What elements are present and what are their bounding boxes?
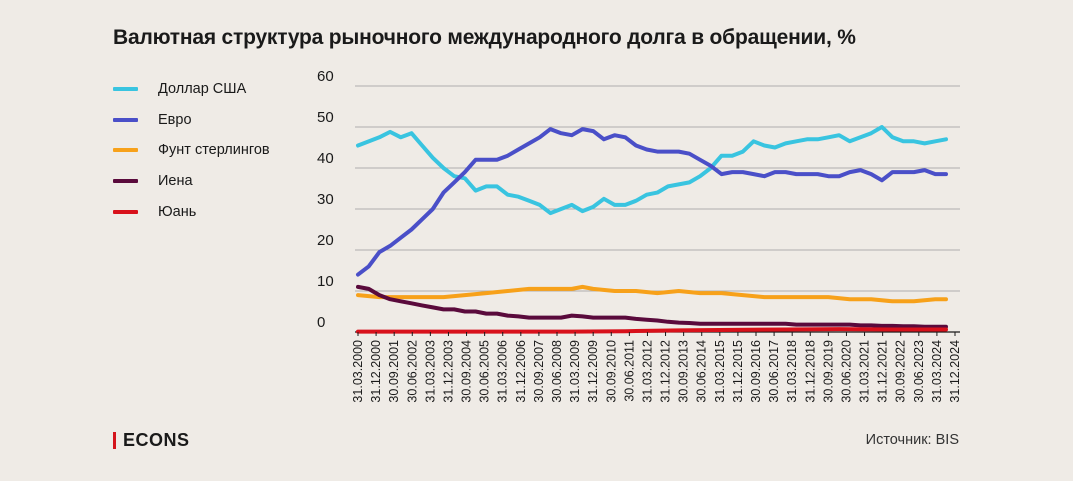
x-tick-label: 31.03.2000 (351, 340, 365, 403)
x-tick-label: 30.09.2019 (821, 340, 835, 403)
x-tick-label: 31.12.2006 (514, 340, 528, 403)
x-tick-label: 31.03.2009 (568, 340, 582, 403)
x-tick-label: 31.12.2000 (369, 340, 383, 403)
legend-item-2: Фунт стерлингов (113, 135, 270, 166)
x-tick-label: 30.06.2008 (550, 340, 564, 403)
x-tick-label: 31.12.2012 (659, 340, 673, 403)
chart-legend: Доллар США Евро Фунт стерлингов Иена Юань (113, 74, 270, 227)
econs-logo: ECONS (113, 430, 190, 451)
x-tick-label: 31.03.2018 (785, 340, 799, 403)
x-tick-label: 31.12.2009 (586, 340, 600, 403)
series-line-3 (356, 284, 948, 329)
x-tick-label: 30.06.2011 (622, 340, 636, 402)
x-tick-label: 30.06.2014 (695, 340, 709, 403)
legend-label: Юань (158, 203, 197, 220)
y-tick-label: 50 (317, 109, 334, 126)
y-tick-label: 30 (317, 191, 334, 208)
legend-item-0: Доллар США (113, 74, 270, 105)
chart-title: Валютная структура рыночного международн… (113, 26, 856, 49)
source-note: Источник: BIS (865, 432, 959, 448)
legend-swatch (113, 209, 138, 214)
y-tick-label: 0 (317, 314, 325, 331)
x-axis-ticks: 31.03.2000 31.12.2000 30.09.2001 30.06.2002… (351, 332, 962, 403)
x-tick-label: 31.12.2018 (803, 340, 817, 403)
x-tick-label: 31.03.2015 (713, 340, 727, 403)
legend-item-4: Юань (113, 196, 270, 227)
x-tick-label: 31.12.2021 (876, 340, 890, 403)
x-tick-label: 30.06.2017 (767, 340, 781, 403)
x-tick-label: 30.09.2001 (387, 340, 401, 403)
logo-text: ECONS (123, 430, 190, 450)
legend-swatch (113, 179, 138, 184)
x-tick-label: 30.09.2013 (677, 340, 691, 403)
x-tick-label: 30.09.2010 (604, 340, 618, 403)
legend-label: Иена (158, 173, 193, 190)
x-tick-label: 30.09.2004 (460, 340, 474, 403)
y-tick-label: 60 (317, 68, 334, 85)
series-line-1 (356, 127, 948, 277)
legend-item-1: Евро (113, 105, 270, 136)
series-lines (356, 125, 948, 334)
x-tick-label: 30.09.2007 (532, 340, 546, 403)
x-tick-label: 31.12.2024 (948, 340, 962, 403)
x-tick-label: 30.09.2016 (749, 340, 763, 403)
legend-label: Доллар США (158, 81, 247, 98)
x-tick-label: 30.06.2023 (912, 340, 926, 403)
y-tick-label: 40 (317, 150, 334, 167)
logo-bar (113, 432, 116, 449)
legend-swatch (113, 148, 138, 153)
legend-label: Евро (158, 111, 192, 128)
x-tick-label: 31.03.2003 (423, 340, 437, 403)
y-axis-ticks: 0 10 20 30 40 50 60 (317, 68, 334, 331)
x-tick-label: 30.06.2020 (839, 340, 853, 403)
legend-swatch (113, 117, 138, 122)
series-line-0 (356, 125, 948, 216)
y-tick-label: 10 (317, 273, 334, 290)
legend-item-3: Иена (113, 166, 270, 197)
x-tick-label: 30.06.2002 (405, 340, 419, 403)
x-tick-label: 30.06.2005 (478, 340, 492, 403)
y-tick-label: 20 (317, 232, 334, 249)
legend-label: Фунт стерлингов (158, 142, 270, 159)
x-tick-label: 31.03.2024 (930, 340, 944, 403)
x-tick-label: 31.03.2021 (858, 340, 872, 403)
x-tick-label: 31.12.2003 (441, 340, 455, 403)
series-line-2 (356, 284, 948, 304)
x-tick-label: 31.03.2012 (640, 340, 654, 403)
grid-lines (355, 85, 960, 333)
series-line-4 (356, 327, 948, 334)
x-tick-label: 31.03.2006 (496, 340, 510, 403)
x-tick-label: 30.09.2022 (894, 340, 908, 403)
x-tick-label: 31.12.2015 (731, 340, 745, 403)
legend-swatch (113, 87, 138, 92)
